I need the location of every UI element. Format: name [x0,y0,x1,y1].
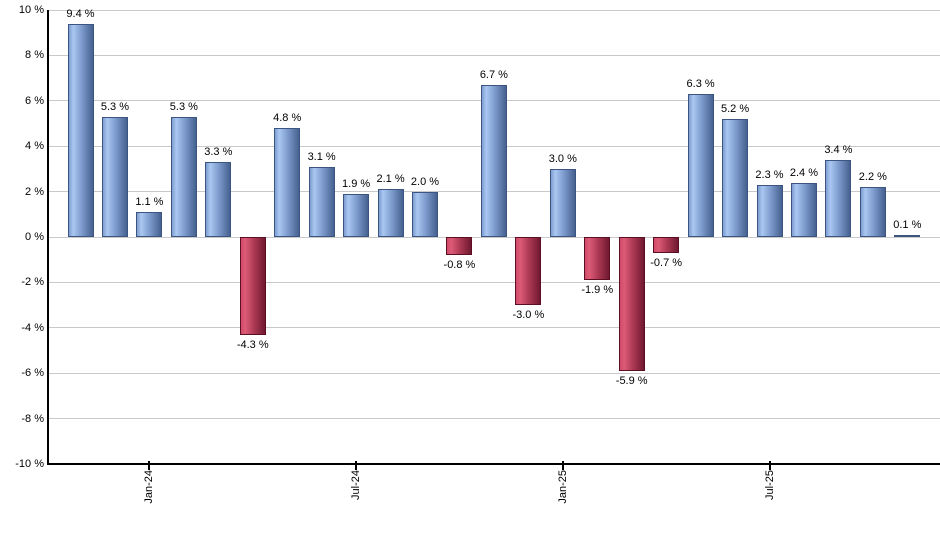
x-axis-tick [148,461,151,470]
bar-value-label: 2.3 % [755,168,784,181]
bar-value-label: 3.3 % [204,146,233,159]
x-axis-tick-label: Jul-25 [763,470,776,500]
y-axis-tick-label: -4 % [21,321,44,334]
bar-positive[interactable] [377,189,404,237]
bar-value-label: 3.4 % [824,143,853,156]
bar-negative[interactable] [446,237,473,256]
gridline [49,281,940,283]
x-axis-tick-label: Jan-24 [143,470,156,504]
bar-positive[interactable] [412,191,438,237]
bar-value-label: 3.0 % [548,152,577,165]
bar-value-label: -0.8 % [443,259,476,272]
x-axis-tick-label: Jan-25 [556,470,569,504]
y-axis-tick-label: 4 % [25,140,44,153]
gridline [49,418,940,420]
gridline [49,9,940,11]
bar-value-label: -0.7 % [650,256,683,269]
bar-positive[interactable] [687,93,714,237]
bar-value-label: 6.3 % [686,77,715,90]
bar-value-label: -4.3 % [236,338,269,351]
gridline [49,372,940,374]
bar-value-label: -3.0 % [512,309,545,322]
x-axis-tick [355,461,358,470]
bar-value-label: 1.9 % [342,177,371,190]
bar-positive[interactable] [549,168,576,237]
gridline [49,54,940,56]
bar-positive[interactable] [67,23,94,237]
bar-value-label: 2.1 % [376,173,405,186]
y-axis-line [47,10,49,465]
bar-value-label: 5.3 % [169,100,198,113]
x-axis-tick [561,461,564,470]
y-axis-tick-label: 0 % [25,231,44,243]
bar-value-label: 6.7 % [479,68,508,81]
x-axis-tick-label: Jul-24 [350,470,363,500]
bar-negative[interactable] [653,237,680,253]
bar-value-label: 2.4 % [789,166,818,179]
bar-value-label: 9.4 % [66,7,95,20]
bar-value-label: 4.8 % [273,112,302,125]
bar-positive[interactable] [205,162,232,237]
x-axis-tick [768,461,771,470]
bar-negative[interactable] [618,237,645,371]
y-axis-tick-label: -2 % [21,276,44,289]
bar-positive[interactable] [859,187,886,237]
y-axis-tick-label: 10 % [18,4,44,16]
bar-value-label: -1.9 % [581,284,614,297]
bar-positive[interactable] [308,166,335,237]
bar-negative[interactable] [515,237,542,306]
y-axis-tick-label: -8 % [21,412,44,425]
bar-value-label: 5.3 % [100,100,129,113]
bar-negative[interactable] [584,237,611,281]
bar-positive[interactable] [343,193,370,237]
bar-value-label: 2.0 % [410,175,440,188]
bar-positive[interactable] [756,184,783,237]
bar-positive[interactable] [170,116,197,237]
y-axis-tick-label: -10 % [15,458,44,470]
bar-positive[interactable] [722,118,749,237]
bar-positive[interactable] [136,212,163,237]
y-axis-tick-label: -6 % [21,367,44,380]
bar-value-label: 2.2 % [858,171,887,184]
y-axis-tick-label: 8 % [25,49,44,62]
bar-value-label: 5.2 % [720,102,750,115]
x-axis-line [47,463,940,465]
bar-negative[interactable] [239,237,266,335]
bar-value-label: 1.1 % [135,196,164,209]
y-axis-tick-label: 6 % [25,94,44,107]
bar-positive[interactable] [480,84,507,237]
bar-value-label: -5.9 % [615,374,648,387]
bar-positive[interactable] [825,159,852,237]
bar-value-label: 3.1 % [307,150,336,163]
bar-value-label: 0.1 % [893,218,922,231]
bar-positive[interactable] [790,182,817,237]
bar-positive[interactable] [274,128,301,237]
gridline [49,236,940,238]
bar-positive[interactable] [894,234,921,237]
y-axis-tick-label: 2 % [25,185,44,198]
gridline [49,327,940,329]
bar-positive[interactable] [101,116,128,237]
